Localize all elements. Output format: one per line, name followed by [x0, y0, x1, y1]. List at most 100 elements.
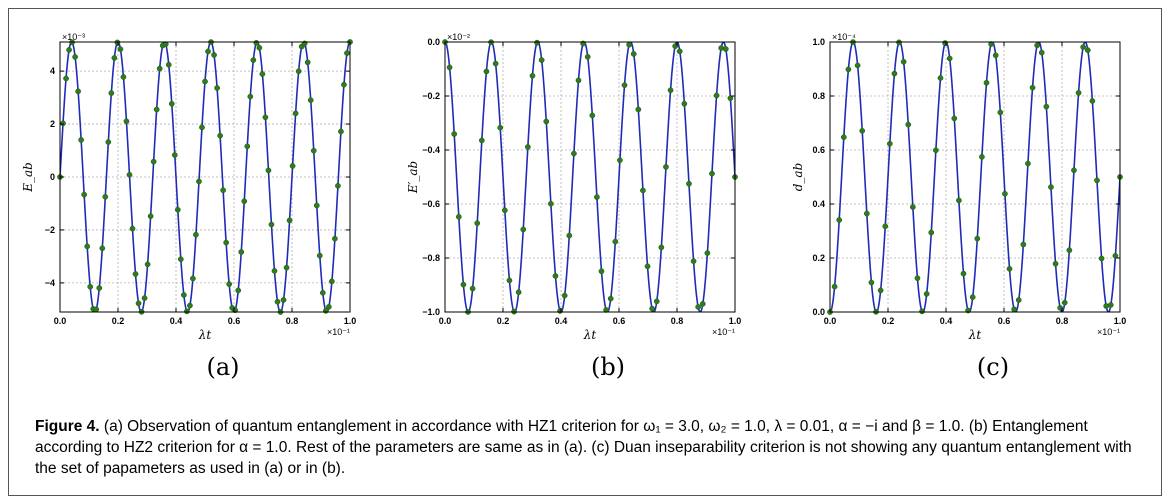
data-point	[594, 194, 600, 200]
data-point	[992, 52, 999, 59]
data-point	[1066, 247, 1073, 254]
data-point	[515, 289, 522, 296]
data-point	[271, 268, 278, 274]
data-point	[335, 182, 341, 189]
data-point	[910, 204, 916, 210]
data-point	[292, 110, 299, 117]
data-point	[960, 270, 967, 277]
data-point	[969, 294, 976, 300]
data-point	[695, 304, 702, 310]
x-tick-label: 0.0	[824, 316, 837, 326]
y-tick-label: 0.0	[812, 307, 825, 317]
data-point	[174, 206, 181, 213]
data-point	[108, 90, 115, 96]
data-point	[699, 301, 706, 307]
data-point	[181, 292, 187, 298]
caption-lead: Figure 4.	[35, 418, 100, 435]
data-point	[1048, 184, 1054, 190]
data-point	[187, 302, 193, 309]
data-point	[681, 100, 688, 107]
data-point	[928, 229, 935, 236]
panel-label-c: (c)	[976, 353, 1010, 381]
data-point	[621, 82, 628, 89]
caption-text: (a) Observation of quantum entanglement …	[35, 418, 1132, 477]
y-tick-label: −0.4	[422, 145, 440, 155]
data-point	[289, 163, 296, 169]
data-point	[81, 191, 88, 198]
data-point	[709, 170, 715, 177]
x-tick-label: 0.2	[882, 316, 895, 326]
panel-a: 0.0 0.2 0.4 0.6 0.8 1.0 −4 −2 0 2 4 ×10⁻³ ×10⁻¹ λt E_a…	[0, 30, 370, 390]
data-point	[190, 275, 196, 282]
data-point	[506, 277, 513, 284]
data-point	[455, 213, 462, 220]
figure-caption: Figure 4. (a) Observation of quantum ent…	[35, 416, 1145, 479]
x-tick-label: 1.0	[344, 316, 357, 326]
data-point	[313, 202, 320, 209]
data-point	[150, 158, 157, 165]
data-point	[66, 47, 72, 53]
panel-c: 0.0 0.2 0.4 0.6 0.8 1.0 0.0 0.2 0.4 0.6 0.8 1.0 ×10⁻…	[770, 30, 1140, 390]
data-point	[244, 143, 251, 150]
data-point	[274, 298, 281, 305]
data-point	[552, 273, 559, 279]
data-point	[307, 97, 314, 104]
data-point	[1057, 304, 1064, 311]
y-tick-label: −0.2	[422, 91, 440, 101]
y-tick-label: −0.8	[422, 253, 440, 263]
data-point	[561, 292, 568, 299]
data-point	[836, 217, 843, 223]
data-point	[598, 268, 605, 275]
data-point	[663, 164, 669, 170]
y-multiplier: ×10⁻⁴	[832, 32, 856, 42]
data-point	[1006, 265, 1013, 272]
data-point	[338, 128, 344, 135]
data-point	[193, 231, 199, 238]
x-tick-label: 0.4	[555, 316, 568, 326]
y-tick-label: 0.8	[812, 91, 825, 101]
data-point	[653, 298, 660, 305]
data-point	[951, 115, 958, 122]
data-point	[905, 121, 912, 128]
data-point	[319, 289, 326, 296]
panel-label-a: (a)	[206, 353, 240, 381]
data-point	[262, 114, 269, 121]
data-point	[520, 226, 527, 233]
data-point	[1034, 42, 1040, 49]
data-point	[640, 187, 646, 194]
data-point	[886, 140, 893, 147]
x-axis-label: λt	[583, 328, 597, 342]
data-point	[1071, 167, 1077, 174]
data-point	[538, 57, 545, 63]
data-point	[75, 88, 81, 95]
data-point	[144, 261, 151, 268]
data-point	[63, 75, 69, 82]
data-point	[1043, 103, 1050, 110]
data-point	[529, 72, 536, 79]
data-point	[326, 303, 332, 310]
data-point	[997, 109, 1004, 116]
data-point	[265, 167, 272, 174]
data-point	[211, 52, 217, 58]
data-point	[676, 48, 683, 55]
data-point	[199, 124, 205, 131]
data-point	[667, 87, 674, 94]
chart-c: 0.0 0.2 0.4 0.6 0.8 1.00.00.20.40.60.81.0 ×10⁻…	[791, 32, 1126, 342]
chart-b: 0.0 0.2 0.4 0.6 0.8 1.0 −1.0 −0.8 −0.6 −0.4 −0.2 0.…	[406, 32, 742, 342]
data-point	[497, 124, 504, 131]
data-point	[543, 118, 550, 125]
data-point	[635, 106, 642, 113]
data-point	[332, 235, 338, 242]
data-point	[1094, 177, 1100, 184]
data-point	[171, 152, 178, 158]
data-point	[1075, 89, 1082, 96]
data-point	[84, 243, 91, 250]
data-point	[501, 207, 508, 214]
data-point	[111, 55, 118, 61]
data-point	[1112, 252, 1119, 259]
x-tick-label: 1.0	[729, 316, 742, 326]
panel-label-b: (b)	[590, 353, 626, 381]
x-tick-label: 0.8	[671, 316, 684, 326]
data-point	[156, 65, 163, 72]
data-point	[1025, 160, 1031, 167]
